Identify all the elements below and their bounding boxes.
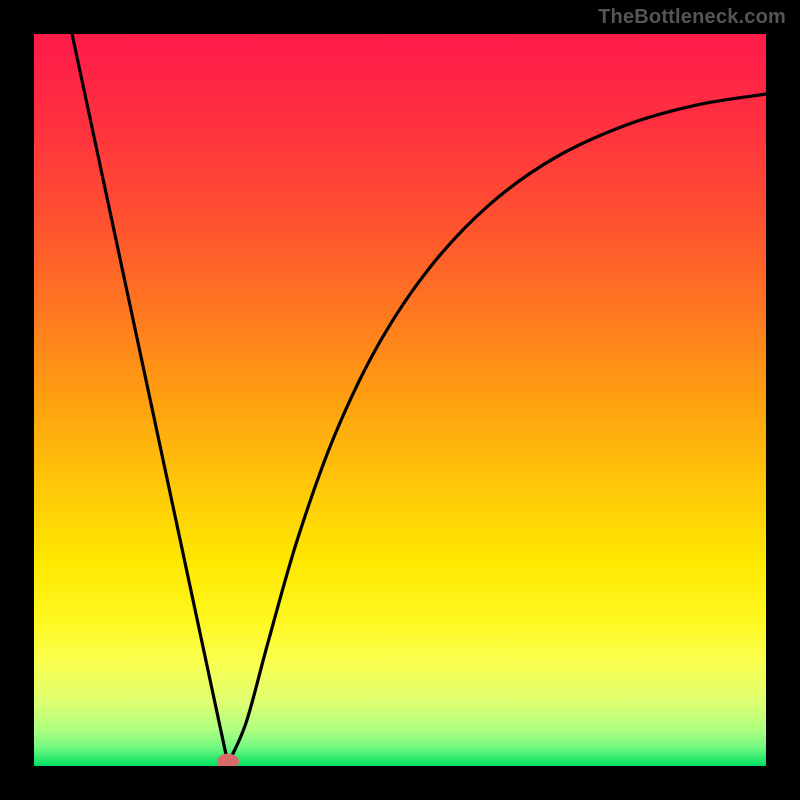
watermark-text: TheBottleneck.com: [598, 6, 786, 29]
minimum-marker: [217, 754, 239, 766]
plot-area: [34, 34, 766, 766]
chart-container: TheBottleneck.com: [0, 0, 800, 800]
bottleneck-curve: [34, 34, 766, 766]
